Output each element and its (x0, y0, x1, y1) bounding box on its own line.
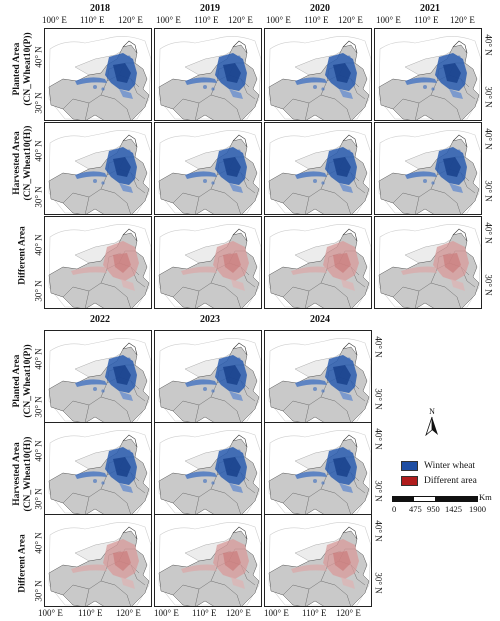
lon-tick-bottom: 110° E (302, 608, 327, 618)
lat-tick: 40° N (483, 34, 494, 56)
year-header-2023: 2023 (200, 314, 220, 325)
lon-tick-top: 120° E (338, 15, 363, 25)
year-header-2019: 2019 (200, 3, 220, 14)
lat-tick: 30° N (33, 186, 44, 208)
lat-tick: 40° N (373, 428, 384, 450)
scale-tick: 1425 (445, 504, 462, 514)
map-panel-different-2023 (154, 514, 262, 607)
map-panel-different-2019 (154, 216, 262, 309)
row-label-different: Different Area (17, 226, 28, 285)
map-panel-planted-2021 (374, 28, 482, 121)
lat-tick: 40° N (373, 336, 384, 358)
legend-swatch-different-area (401, 476, 418, 486)
lon-tick-bottom: 100° E (154, 608, 179, 618)
lon-tick-top: 120° E (450, 15, 475, 25)
lon-tick-top: 100° E (156, 15, 181, 25)
lat-tick: 30° N (483, 180, 494, 202)
map-panel-planted-2023 (154, 330, 262, 423)
lat-tick: 30° N (483, 274, 494, 296)
map-panel-harvested-2024 (264, 422, 372, 515)
lat-tick: 40° N (33, 234, 44, 256)
lat-tick: 40° N (483, 128, 494, 150)
lon-tick-bottom: 120° E (116, 608, 141, 618)
lat-tick: 30° N (373, 572, 384, 594)
map-panel-harvested-2023 (154, 422, 262, 515)
lon-tick-top: 110° E (304, 15, 329, 25)
lon-tick-top: 120° E (228, 15, 253, 25)
lat-tick: 30° N (373, 480, 384, 502)
scale-tick: 1900 (469, 504, 486, 514)
map-panel-planted-2019 (154, 28, 262, 121)
map-panel-harvested-2020 (264, 122, 372, 215)
lon-tick-top: 100° E (42, 15, 67, 25)
lat-tick: 40° N (483, 222, 494, 244)
lat-tick: 40° N (33, 440, 44, 462)
map-panel-planted-2024 (264, 330, 372, 423)
lat-tick: 30° N (33, 488, 44, 510)
scale-tick: 475 (409, 504, 422, 514)
scale-tick: 0 (392, 504, 397, 514)
lat-tick: 30° N (33, 580, 44, 602)
legend-winter-wheat: Winter wheat (401, 461, 475, 471)
year-header-2021: 2021 (420, 3, 440, 14)
scale-bar (392, 496, 478, 502)
lon-tick-top: 100° E (266, 15, 291, 25)
lat-tick: 30° N (373, 388, 384, 410)
map-panel-harvested-2022 (44, 422, 152, 515)
lon-tick-bottom: 120° E (226, 608, 251, 618)
year-header-2024: 2024 (310, 314, 330, 325)
lat-tick: 30° N (483, 86, 494, 108)
map-panel-different-2018 (44, 216, 152, 309)
map-panel-harvested-2021 (374, 122, 482, 215)
scale-unit: Km (479, 492, 492, 502)
map-panel-planted-2020 (264, 28, 372, 121)
year-header-2022: 2022 (90, 314, 110, 325)
lon-tick-top: 120° E (118, 15, 143, 25)
row-label-harvested: Harvested Area (CN_Wheat10(H)) (12, 125, 33, 201)
year-header-2018: 2018 (90, 3, 110, 14)
lon-tick-bottom: 100° E (264, 608, 289, 618)
map-panel-different-2020 (264, 216, 372, 309)
north-arrow-icon: N (424, 408, 440, 438)
legend-swatch-winter-wheat (401, 461, 418, 471)
lat-tick: 30° N (33, 92, 44, 114)
scale-tick: 950 (427, 504, 440, 514)
lon-tick-top: 110° E (194, 15, 219, 25)
lat-tick: 30° N (33, 396, 44, 418)
lon-tick-bottom: 100° E (38, 608, 63, 618)
lat-tick: 40° N (33, 140, 44, 162)
lat-tick: 40° N (33, 348, 44, 370)
lat-tick: 40° N (373, 520, 384, 542)
map-panel-different-2024 (264, 514, 372, 607)
lat-tick: 30° N (33, 280, 44, 302)
lat-tick: 40° N (33, 532, 44, 554)
lon-tick-bottom: 120° E (336, 608, 361, 618)
map-panel-planted-2018 (44, 28, 152, 121)
lon-tick-top: 110° E (80, 15, 105, 25)
lon-tick-bottom: 110° E (78, 608, 103, 618)
year-header-2020: 2020 (310, 3, 330, 14)
lon-tick-bottom: 110° E (192, 608, 217, 618)
lon-tick-top: 100° E (376, 15, 401, 25)
map-panel-planted-2022 (44, 330, 152, 423)
north-label: N (429, 407, 435, 416)
map-panel-harvested-2018 (44, 122, 152, 215)
map-panel-different-2021 (374, 216, 482, 309)
lat-tick: 40° N (33, 46, 44, 68)
lon-tick-top: 110° E (414, 15, 439, 25)
row-label-planted: Planted Area (CN_Wheat10(P)) (12, 32, 33, 106)
row-label-harvested: Harvested Area (CN_Wheat10(H)) (12, 436, 33, 512)
map-panel-harvested-2019 (154, 122, 262, 215)
row-label-planted: Planted Area (CN_Wheat10(P)) (12, 344, 33, 418)
legend-different-area: Different area (401, 476, 477, 486)
row-label-different: Different Area (17, 534, 28, 593)
map-panel-different-2022 (44, 514, 152, 607)
